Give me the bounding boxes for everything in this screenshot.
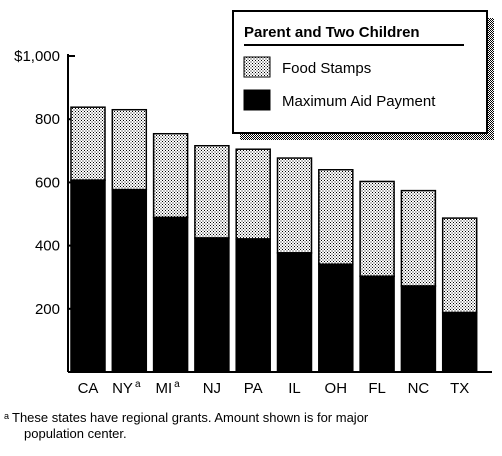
category-label: FL: [368, 380, 386, 397]
bar-max-aid: [152, 216, 189, 373]
footnote-mark: a: [4, 411, 10, 421]
y-tick-label: 400: [35, 238, 60, 255]
legend-title: Parent and Two Children: [244, 24, 420, 41]
bars-layer: [70, 106, 478, 373]
y-tick-label: 200: [35, 301, 60, 318]
legend: Parent and Two Children Food Stamps Maxi…: [232, 10, 494, 140]
bar-max-aid: [235, 238, 271, 373]
y-tick-label: 800: [35, 111, 60, 128]
bar-max-aid: [318, 263, 354, 373]
bar-food-stamps: [441, 217, 478, 314]
bar-max-aid: [441, 311, 478, 373]
bar-food-stamps: [194, 144, 230, 239]
bar-food-stamps: [318, 169, 354, 265]
category-label: NY a: [112, 379, 141, 397]
bar-food-stamps: [111, 108, 148, 191]
category-label: PA: [244, 380, 263, 397]
bar-max-aid: [111, 188, 148, 373]
y-tick-label: 600: [35, 174, 60, 191]
bar-max-aid: [194, 237, 230, 373]
category-label: OH: [325, 380, 348, 397]
bar-food-stamps: [152, 132, 189, 219]
bar-food-stamps: [235, 148, 271, 240]
legend-swatch-food-stamps: [243, 56, 271, 78]
legend-swatch-max-aid: [243, 89, 271, 111]
bar-food-stamps: [400, 189, 437, 287]
category-label: IL: [288, 380, 301, 397]
bar-food-stamps: [276, 157, 313, 254]
category-labels: CA NY a MI a NJ PA IL OH FL NC TX: [78, 379, 470, 397]
category-label: MI a: [155, 379, 180, 397]
legend-label-max-aid: Maximum Aid Payment: [282, 93, 436, 110]
category-label: NC: [408, 380, 430, 397]
bar-food-stamps: [70, 106, 106, 181]
footnote: a These states have regional grants. Amou…: [4, 410, 500, 442]
footnote-line-2: population center.: [24, 426, 127, 441]
legend-label-food-stamps: Food Stamps: [282, 60, 371, 77]
category-label: NJ: [203, 380, 221, 397]
category-label: TX: [450, 380, 469, 397]
y-tick-label: $1,000: [14, 48, 60, 65]
legend-box: [232, 10, 488, 134]
bar-food-stamps: [359, 180, 395, 278]
footnote-line-1: These states have regional grants. Amoun…: [12, 410, 369, 425]
bar-max-aid: [276, 252, 313, 373]
category-label: CA: [78, 380, 99, 397]
bar-max-aid: [359, 275, 395, 373]
bar-max-aid: [70, 179, 106, 373]
chart-canvas: 200 400 600 800 $1,000 CA NY a MI a NJ PA IL OH FL NC T…: [14, 10, 494, 397]
bar-max-aid: [400, 285, 437, 373]
